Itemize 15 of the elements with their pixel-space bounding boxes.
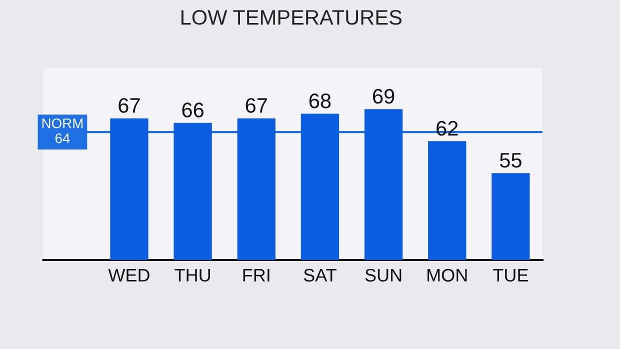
chart-title: LOW TEMPERATURES bbox=[182, 10, 402, 25]
data-label: 67 bbox=[246, 98, 267, 113]
x-tick-label: MON bbox=[428, 268, 467, 282]
data-label: 55 bbox=[500, 153, 522, 168]
x-tick-label: TUE bbox=[493, 269, 528, 282]
data-label: 67 bbox=[118, 98, 140, 113]
data-label: 69 bbox=[373, 88, 394, 104]
x-tick-label: THU bbox=[174, 269, 210, 282]
x-tick-label: SUN bbox=[365, 268, 402, 282]
ref-line-label: NORM 64 bbox=[42, 118, 83, 144]
data-label: 68 bbox=[309, 94, 331, 108]
x-tick-label: WED bbox=[108, 269, 150, 282]
x-tick-label: FRI bbox=[243, 269, 270, 282]
x-tick-label: SAT bbox=[304, 268, 336, 282]
data-label: 66 bbox=[182, 102, 204, 118]
